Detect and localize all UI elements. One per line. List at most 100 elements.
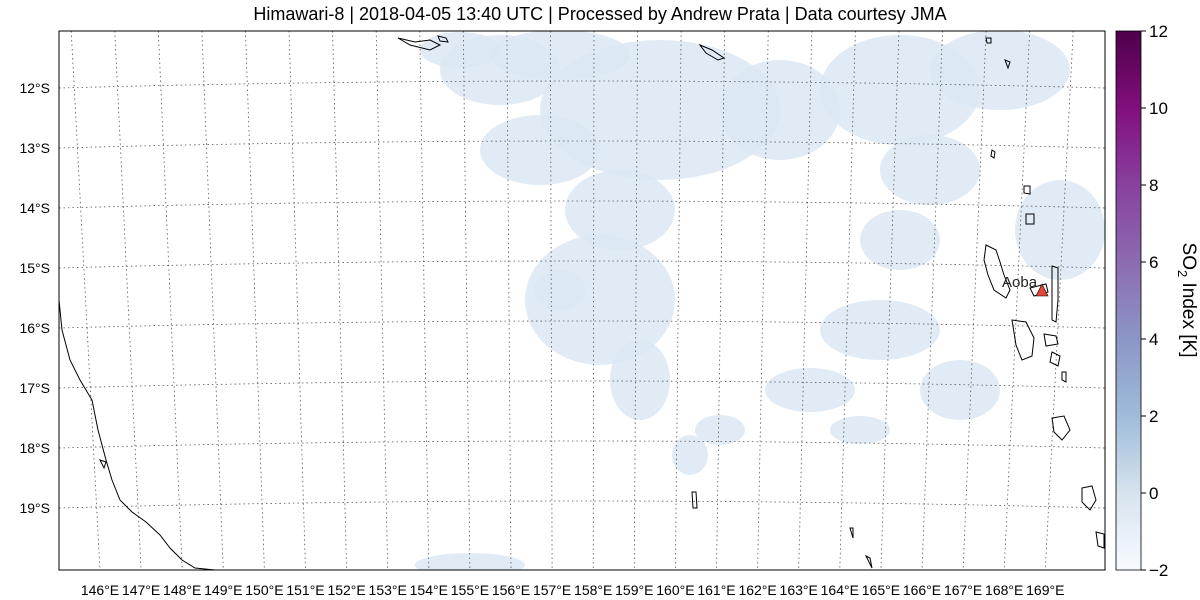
longitude-tick-label: 155°E [451, 582, 489, 598]
longitude-tick-label: 168°E [985, 582, 1023, 598]
coastline-banks [1025, 213, 1035, 225]
longitude-tick-label: 166°E [903, 582, 941, 598]
longitude-tick-label: 156°E [492, 582, 530, 598]
cloud-patch [695, 415, 745, 445]
latitude-tick-label: 12°S [19, 80, 50, 96]
coastline-pentecost [1051, 265, 1059, 323]
volcano-triangle-icon [1035, 283, 1049, 297]
parallel-line [59, 380, 1105, 389]
longitude-tick-label: 160°E [656, 582, 694, 598]
cloud-patch [480, 115, 600, 185]
parallel-line [59, 260, 1105, 269]
coastline-erromango [1081, 485, 1097, 511]
cloud-patch [610, 340, 670, 420]
cloud-patch [525, 235, 675, 365]
coastline-islet [99, 459, 107, 470]
colorbar-tick-label: 2 [1149, 407, 1158, 426]
latitude-tick-label: 15°S [19, 260, 50, 276]
coastline-islet [1061, 371, 1067, 383]
coastlines [59, 35, 1105, 570]
latitude-tick-label: 17°S [19, 380, 50, 396]
cloud-patch [820, 300, 940, 360]
longitude-tick-label: 164°E [821, 582, 859, 598]
longitude-tick-label: 153°E [369, 582, 407, 598]
longitude-tick-label: 161°E [697, 582, 735, 598]
coastline-australia [59, 299, 232, 570]
latitude-tick-label: 18°S [19, 440, 50, 456]
coastline-islet [691, 491, 698, 509]
longitude-tick-label: 154°E [410, 582, 448, 598]
latitude-tick-label: 19°S [19, 500, 50, 516]
figure-title: Himawari-8 | 2018-04-05 13:40 UTC | Proc… [253, 4, 947, 24]
cloud-patch [540, 40, 780, 180]
coastline-islet [437, 35, 449, 43]
cloud-patch [830, 416, 890, 444]
latitude-tick-label: 14°S [19, 200, 50, 216]
coastline-aoba [1029, 283, 1049, 297]
cloud-patch [860, 210, 940, 270]
longitude-tick-label: 152°E [327, 582, 365, 598]
coastline-banks [1023, 185, 1031, 195]
cloud-patch [420, 32, 500, 68]
longitude-tick-label: 158°E [574, 582, 612, 598]
longitude-tick-label: 163°E [780, 582, 818, 598]
latitude-labels: 12°S 13°S 14°S 15°S 16°S 17°S 18°S 19°S [19, 80, 50, 516]
coastline-islet [698, 43, 726, 61]
coastline-islet [864, 554, 873, 569]
longitude-tick-label: 169°E [1026, 582, 1064, 598]
colorbar: 12 10 8 6 4 2 0 −2 SO2 Index [K] [1115, 22, 1199, 580]
longitude-tick-label: 148°E [163, 582, 201, 598]
colorbar-bar [1115, 30, 1142, 571]
cloud-patch [565, 170, 675, 250]
longitude-tick-label: 159°E [615, 582, 653, 598]
cloud-patch [1015, 180, 1105, 280]
cloud-patch [930, 31, 1070, 110]
cloud-patch [720, 60, 840, 160]
cloud-patch [415, 553, 525, 570]
longitude-tick-label: 151°E [286, 582, 324, 598]
coastline-malekula [1011, 319, 1035, 361]
latitude-tick-label: 13°S [19, 140, 50, 156]
longitude-tick-label: 146°E [81, 582, 119, 598]
graticule [59, 31, 1105, 570]
parallel-line [59, 500, 1105, 509]
colorbar-label: SO2 Index [K] [1175, 243, 1199, 358]
cloud-patch [672, 435, 708, 475]
colorbar-tick-label: 12 [1149, 22, 1168, 41]
latitude-tick-label: 16°S [19, 320, 50, 336]
colorbar-tick-label: 4 [1149, 330, 1158, 349]
colorbar-tick-label: −2 [1149, 561, 1168, 580]
longitude-tick-label: 150°E [245, 582, 283, 598]
longitude-tick-label: 162°E [738, 582, 776, 598]
colorbar-tick-label: 8 [1149, 176, 1158, 195]
colorbar-tick-label: 0 [1149, 484, 1158, 503]
longitude-tick-label: 149°E [204, 582, 242, 598]
coastline-tanna [1095, 531, 1105, 549]
longitude-tick-label: 167°E [944, 582, 982, 598]
map-border [58, 30, 1106, 571]
coastline-islet [985, 37, 992, 44]
cloud-patch [920, 360, 1000, 420]
cloud-patch [535, 270, 585, 310]
parallel-line [59, 200, 1105, 209]
coastline-islet [397, 37, 442, 51]
longitude-tick-label: 157°E [533, 582, 571, 598]
parallel-line [59, 320, 1105, 329]
parallel-line [59, 140, 1105, 149]
coastline-ambrym [1043, 333, 1059, 347]
longitude-labels: 146°E 147°E 148°E 149°E 150°E 151°E 152°E 153°E… [81, 582, 1065, 598]
coastline-epi [1049, 351, 1061, 367]
coastline-torres [990, 149, 996, 159]
cloud-patch [765, 368, 855, 412]
colorbar-tick-label: 10 [1149, 99, 1168, 118]
volcano-marker[interactable]: Aoba [1002, 274, 1049, 297]
colorbar-ticks: 12 10 8 6 4 2 0 −2 [1141, 22, 1168, 580]
longitude-tick-label: 165°E [862, 582, 900, 598]
cloud-patch [880, 135, 980, 205]
coastline-islet [849, 527, 854, 539]
longitude-tick-label: 147°E [122, 582, 160, 598]
coastline-efate [1051, 415, 1071, 441]
coastline-espiritu-santo [983, 244, 1011, 299]
coastline-islet [1004, 59, 1011, 70]
